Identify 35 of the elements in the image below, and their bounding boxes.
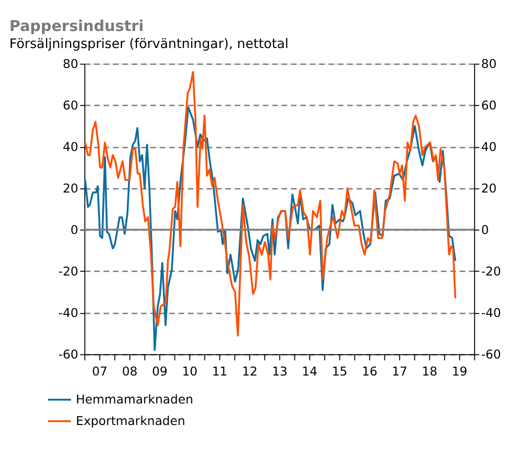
legend-label: Hemmamarknaden — [76, 392, 194, 406]
y2-tick-label: -40 — [481, 306, 502, 320]
line-series — [84, 71, 456, 336]
x-tick-label: 09 — [152, 364, 168, 378]
x-tick-label: 19 — [452, 364, 468, 378]
x-tick-label: 10 — [182, 364, 198, 378]
x-tick-label: 15 — [332, 364, 348, 378]
x-tick-label: 11 — [212, 364, 228, 378]
x-tick-label: 16 — [362, 364, 378, 378]
y2-tick-label: -60 — [481, 347, 502, 362]
x-tick-label: 12 — [242, 364, 258, 378]
y-tick-label: 40 — [62, 140, 78, 154]
y2-tick-label: 20 — [481, 181, 497, 196]
x-tick-label: 17 — [392, 364, 408, 378]
chart-subtitle: Försäljningspriser (förväntningar), nettotal — [9, 36, 289, 52]
y-tick-label: 0 — [70, 222, 78, 237]
x-tick-label: 13 — [272, 364, 288, 378]
x-tick-label: 08 — [122, 364, 138, 378]
y-tick-label: 60 — [62, 98, 78, 112]
x-tick-label: 07 — [92, 364, 108, 378]
y2-tick-label: 80 — [481, 56, 497, 71]
y2-tick-label: 0 — [481, 222, 489, 237]
y2-tick-label: -20 — [481, 264, 502, 278]
y-tick-label: -40 — [58, 306, 78, 320]
line-series — [84, 106, 456, 352]
y-tick-label: 80 — [62, 56, 78, 71]
x-tick-label: 18 — [422, 364, 438, 378]
y2-tick-label: 60 — [481, 98, 497, 112]
y-tick-label: 20 — [62, 181, 78, 196]
x-tick-label: 14 — [302, 364, 318, 378]
y2-tick-label: 40 — [481, 140, 497, 154]
legend-label: Exportmarknaden — [76, 414, 186, 428]
y-tick-label: -20 — [58, 264, 78, 278]
chart-title: Pappersindustri — [9, 16, 144, 35]
y-tick-label: -60 — [58, 347, 78, 362]
